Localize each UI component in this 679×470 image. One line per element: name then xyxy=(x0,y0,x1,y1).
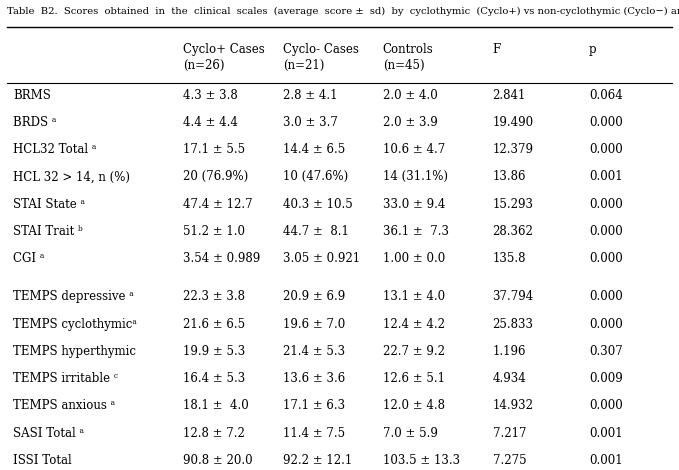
Text: 0.009: 0.009 xyxy=(589,372,623,385)
Text: 103.5 ± 13.3: 103.5 ± 13.3 xyxy=(383,454,460,467)
Text: 15.293: 15.293 xyxy=(492,197,534,211)
Text: 12.4 ± 4.2: 12.4 ± 4.2 xyxy=(383,318,445,331)
Text: 10 (47.6%): 10 (47.6%) xyxy=(283,170,348,183)
Text: STAI Trait ᵇ: STAI Trait ᵇ xyxy=(14,225,84,238)
Text: 2.8 ± 4.1: 2.8 ± 4.1 xyxy=(283,89,337,102)
Text: 13.1 ± 4.0: 13.1 ± 4.0 xyxy=(383,290,445,304)
Text: 11.4 ± 7.5: 11.4 ± 7.5 xyxy=(283,427,345,439)
Text: Cyclo+ Cases
(n=26): Cyclo+ Cases (n=26) xyxy=(183,43,265,72)
Text: 19.6 ± 7.0: 19.6 ± 7.0 xyxy=(283,318,345,331)
Text: 7.275: 7.275 xyxy=(492,454,526,467)
Text: SASI Total ᵃ: SASI Total ᵃ xyxy=(14,427,84,439)
Text: 3.54 ± 0.989: 3.54 ± 0.989 xyxy=(183,252,260,265)
Text: TEMPS irritable ᶜ: TEMPS irritable ᶜ xyxy=(14,372,118,385)
Text: 25.833: 25.833 xyxy=(492,318,534,331)
Text: 12.0 ± 4.8: 12.0 ± 4.8 xyxy=(383,400,445,413)
Text: 7.0 ± 5.9: 7.0 ± 5.9 xyxy=(383,427,438,439)
Text: F: F xyxy=(492,43,501,56)
Text: 135.8: 135.8 xyxy=(492,252,526,265)
Text: 37.794: 37.794 xyxy=(492,290,534,304)
Text: 44.7 ±  8.1: 44.7 ± 8.1 xyxy=(283,225,349,238)
Text: 1.00 ± 0.0: 1.00 ± 0.0 xyxy=(383,252,445,265)
Text: 33.0 ± 9.4: 33.0 ± 9.4 xyxy=(383,197,445,211)
Text: 22.7 ± 9.2: 22.7 ± 9.2 xyxy=(383,345,445,358)
Text: 0.000: 0.000 xyxy=(589,197,623,211)
Text: 12.6 ± 5.1: 12.6 ± 5.1 xyxy=(383,372,445,385)
Text: 21.6 ± 6.5: 21.6 ± 6.5 xyxy=(183,318,245,331)
Text: 3.0 ± 3.7: 3.0 ± 3.7 xyxy=(283,116,338,129)
Text: Controls
(n=45): Controls (n=45) xyxy=(383,43,433,72)
Text: 90.8 ± 20.0: 90.8 ± 20.0 xyxy=(183,454,253,467)
Text: HCL32 Total ᵃ: HCL32 Total ᵃ xyxy=(14,143,97,156)
Text: 0.000: 0.000 xyxy=(589,225,623,238)
Text: 47.4 ± 12.7: 47.4 ± 12.7 xyxy=(183,197,253,211)
Text: 92.2 ± 12.1: 92.2 ± 12.1 xyxy=(283,454,352,467)
Text: 16.4 ± 5.3: 16.4 ± 5.3 xyxy=(183,372,245,385)
Text: 13.86: 13.86 xyxy=(492,170,526,183)
Text: 4.934: 4.934 xyxy=(492,372,526,385)
Text: 7.217: 7.217 xyxy=(492,427,526,439)
Text: 1.196: 1.196 xyxy=(492,345,526,358)
Text: 2.841: 2.841 xyxy=(492,89,526,102)
Text: TEMPS anxious ᵃ: TEMPS anxious ᵃ xyxy=(14,400,115,413)
Text: 0.001: 0.001 xyxy=(589,454,623,467)
Text: 22.3 ± 3.8: 22.3 ± 3.8 xyxy=(183,290,245,304)
Text: HCL 32 > 14, n (%): HCL 32 > 14, n (%) xyxy=(14,170,130,183)
Text: 4.4 ± 4.4: 4.4 ± 4.4 xyxy=(183,116,238,129)
Text: 0.000: 0.000 xyxy=(589,116,623,129)
Text: TEMPS depressive ᵃ: TEMPS depressive ᵃ xyxy=(14,290,134,304)
Text: BRMS: BRMS xyxy=(14,89,52,102)
Text: 17.1 ± 6.3: 17.1 ± 6.3 xyxy=(283,400,345,413)
Text: 20 (76.9%): 20 (76.9%) xyxy=(183,170,249,183)
Text: p: p xyxy=(589,43,597,56)
Text: 0.000: 0.000 xyxy=(589,318,623,331)
Text: 4.3 ± 3.8: 4.3 ± 3.8 xyxy=(183,89,238,102)
Text: ISSI Total: ISSI Total xyxy=(14,454,72,467)
Text: 13.6 ± 3.6: 13.6 ± 3.6 xyxy=(283,372,345,385)
Text: 20.9 ± 6.9: 20.9 ± 6.9 xyxy=(283,290,345,304)
Text: 19.490: 19.490 xyxy=(492,116,534,129)
Text: 2.0 ± 4.0: 2.0 ± 4.0 xyxy=(383,89,437,102)
Text: 0.000: 0.000 xyxy=(589,143,623,156)
Text: 18.1 ±  4.0: 18.1 ± 4.0 xyxy=(183,400,249,413)
Text: STAI State ᵃ: STAI State ᵃ xyxy=(14,197,86,211)
Text: 12.379: 12.379 xyxy=(492,143,534,156)
Text: 3.05 ± 0.921: 3.05 ± 0.921 xyxy=(283,252,360,265)
Text: 2.0 ± 3.9: 2.0 ± 3.9 xyxy=(383,116,437,129)
Text: 17.1 ± 5.5: 17.1 ± 5.5 xyxy=(183,143,245,156)
Text: TEMPS cyclothymicᵃ: TEMPS cyclothymicᵃ xyxy=(14,318,137,331)
Text: 21.4 ± 5.3: 21.4 ± 5.3 xyxy=(283,345,345,358)
Text: 36.1 ±  7.3: 36.1 ± 7.3 xyxy=(383,225,449,238)
Text: 40.3 ± 10.5: 40.3 ± 10.5 xyxy=(283,197,352,211)
Text: BRDS ᵃ: BRDS ᵃ xyxy=(14,116,57,129)
Text: 0.064: 0.064 xyxy=(589,89,623,102)
Text: 14.932: 14.932 xyxy=(492,400,534,413)
Text: 12.8 ± 7.2: 12.8 ± 7.2 xyxy=(183,427,245,439)
Text: 0.000: 0.000 xyxy=(589,400,623,413)
Text: 0.000: 0.000 xyxy=(589,252,623,265)
Text: 10.6 ± 4.7: 10.6 ± 4.7 xyxy=(383,143,445,156)
Text: 14 (31.1%): 14 (31.1%) xyxy=(383,170,447,183)
Text: Cyclo- Cases
(n=21): Cyclo- Cases (n=21) xyxy=(283,43,359,72)
Text: 51.2 ± 1.0: 51.2 ± 1.0 xyxy=(183,225,245,238)
Text: 0.000: 0.000 xyxy=(589,290,623,304)
Text: 0.001: 0.001 xyxy=(589,170,623,183)
Text: 19.9 ± 5.3: 19.9 ± 5.3 xyxy=(183,345,245,358)
Text: TEMPS hyperthymic: TEMPS hyperthymic xyxy=(14,345,136,358)
Text: Table  B2.  Scores  obtained  in  the  clinical  scales  (average  score ±  sd) : Table B2. Scores obtained in the clinica… xyxy=(7,7,679,16)
Text: 28.362: 28.362 xyxy=(492,225,534,238)
Text: 0.001: 0.001 xyxy=(589,427,623,439)
Text: 14.4 ± 6.5: 14.4 ± 6.5 xyxy=(283,143,345,156)
Text: CGI ᵃ: CGI ᵃ xyxy=(14,252,45,265)
Text: 0.307: 0.307 xyxy=(589,345,623,358)
